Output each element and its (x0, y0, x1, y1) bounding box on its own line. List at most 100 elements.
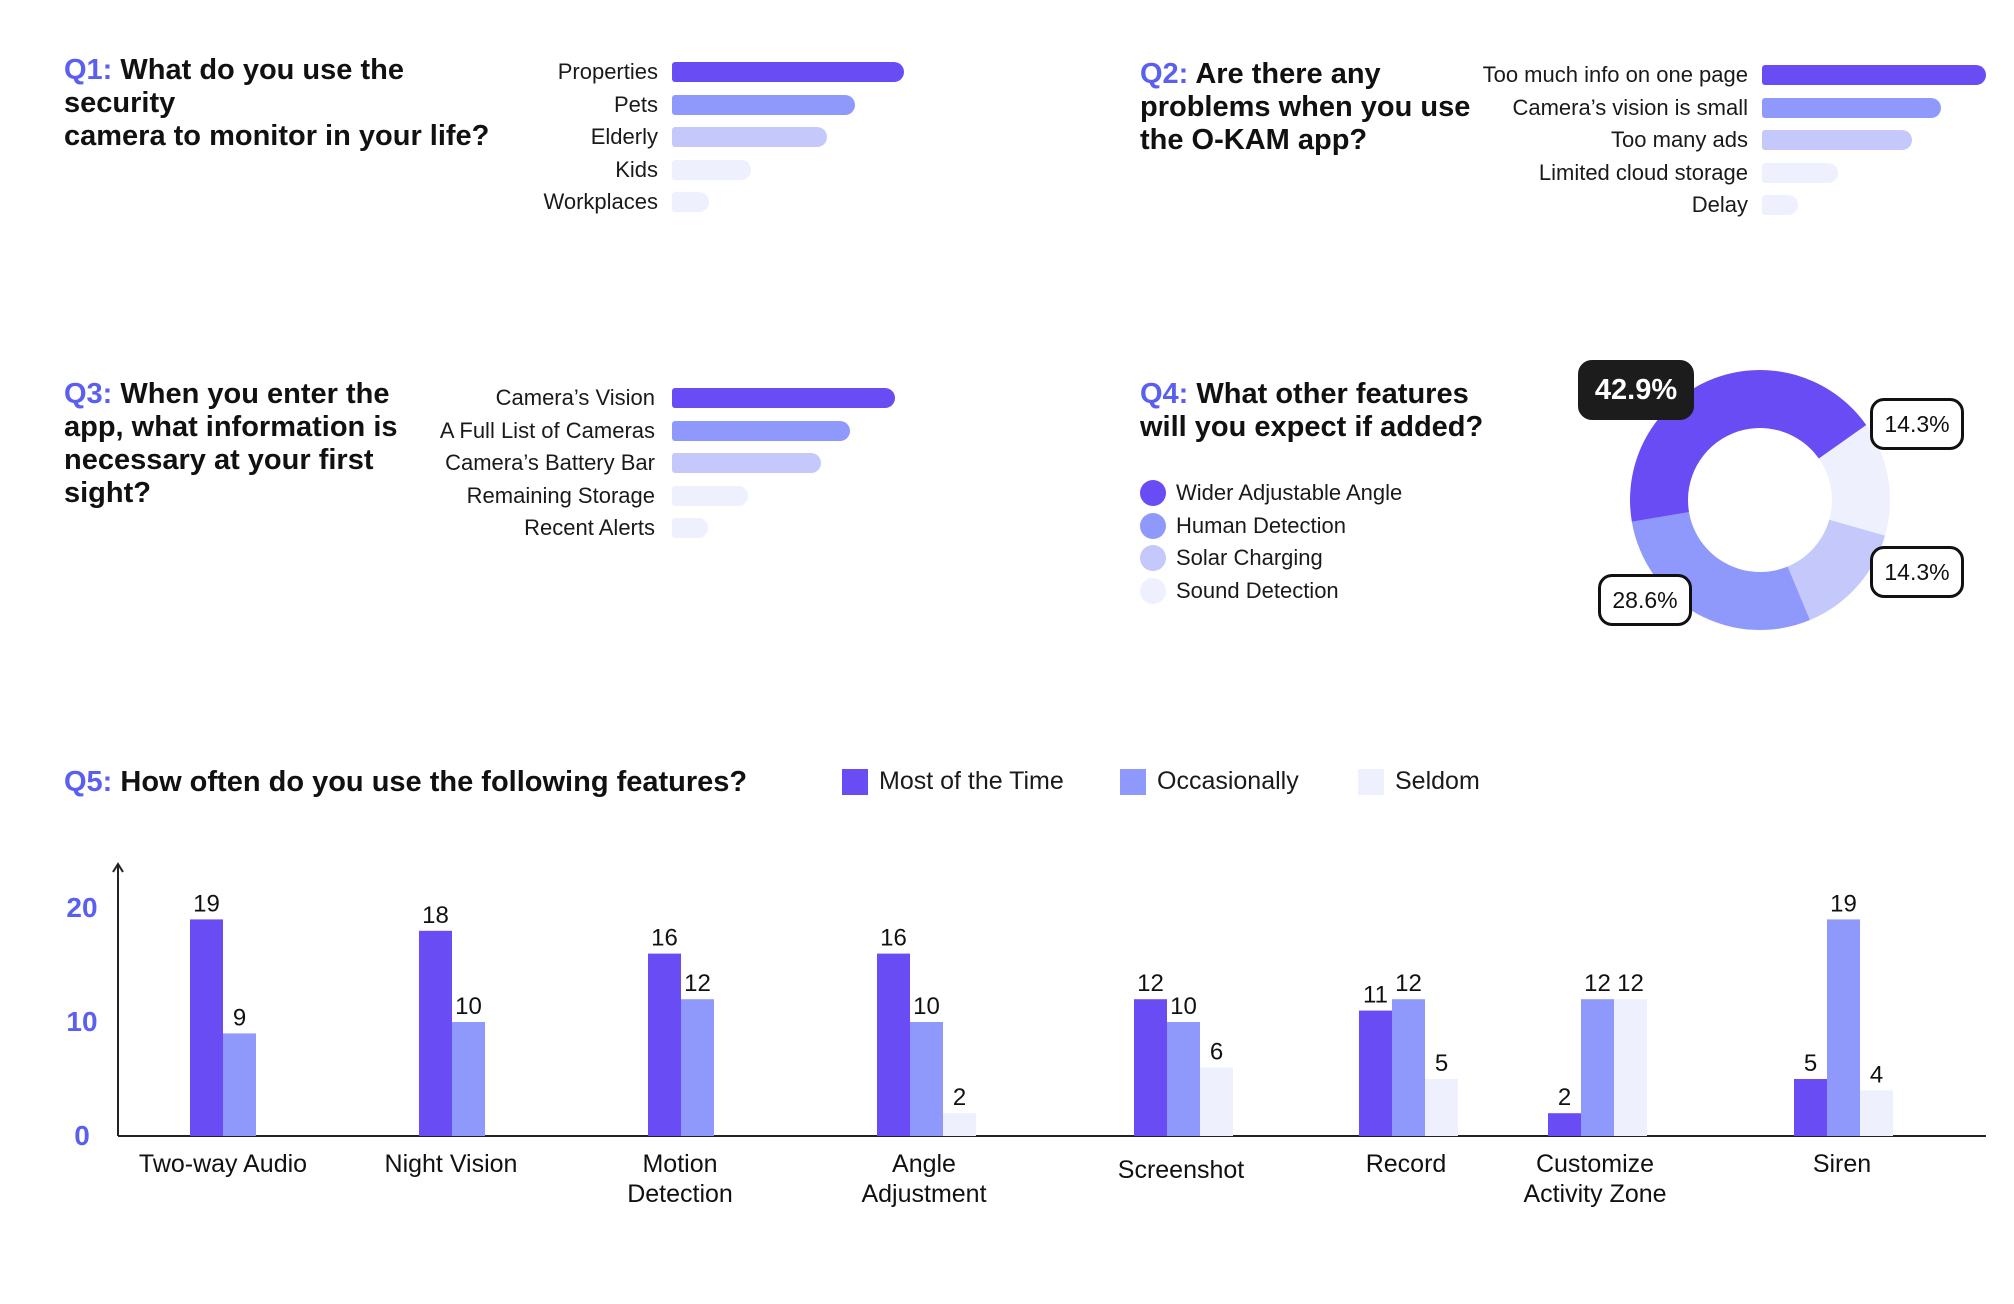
q5-bar-value-label: 16 (651, 925, 678, 952)
q5-legend-swatch (842, 769, 868, 795)
q1-title: Q1: What do you use the security camera … (64, 54, 514, 153)
q3-number: Q3: (64, 378, 113, 410)
q1-bar (672, 62, 904, 82)
q5-title: Q5: How often do you use the following f… (64, 766, 764, 799)
q2-title-line3: the O-KAM app? (1140, 124, 1368, 156)
q1-bar (672, 127, 827, 147)
q3-bar (672, 485, 748, 506)
q5-category-label: Siren (1813, 1150, 1871, 1178)
q3-bar (672, 518, 708, 538)
q5-bar (1359, 1010, 1392, 1136)
q5-category-label: Customize (1536, 1150, 1654, 1178)
q5-bar (1392, 999, 1425, 1136)
q1-title-line2: camera to monitor in your life? (64, 120, 490, 152)
q5-bar (648, 953, 681, 1136)
q5-bar-value-label: 10 (1170, 993, 1197, 1020)
q5-bar (1134, 999, 1167, 1136)
q3-title: Q3: When you enter the app, what informa… (64, 378, 404, 510)
q3-bar (672, 420, 850, 441)
q5-bar (943, 1113, 976, 1136)
q4-legend-label: Human Detection (1176, 512, 1346, 538)
q4-legend-swatch (1140, 577, 1166, 604)
q1-bar (672, 159, 751, 180)
q5-bar-value-label: 11 (1363, 982, 1388, 1009)
q5-bar (1167, 1022, 1200, 1136)
q2-bar-label: Limited cloud storage (1538, 159, 1748, 185)
q5-category-label: Activity Zone (1523, 1180, 1666, 1208)
q2-bar-label: Too many ads (1611, 127, 1748, 152)
q4-legend-label: Wider Adjustable Angle (1176, 480, 1403, 505)
q3-bar-label: Camera’s Battery Bar (445, 450, 655, 475)
q3-bar (672, 453, 821, 473)
q5-category-label: Motion (642, 1150, 717, 1178)
q3-title-line3: necessary at your first (64, 444, 374, 476)
q4-number: Q4: (1140, 378, 1189, 410)
q5-bar (1581, 999, 1614, 1136)
q4-title-line2: will you expect if added? (1140, 411, 1484, 443)
q5-bar (223, 1033, 256, 1136)
q4-legend-swatch (1140, 480, 1166, 506)
q2-bar-label: Camera’s vision is small (1512, 94, 1748, 120)
q4-legend-label: Solar Charging (1176, 545, 1323, 570)
q5-bar-value-label: 10 (913, 993, 940, 1020)
q5-bar-value-label: 12 (1137, 970, 1164, 997)
q5-category-label: Detection (627, 1180, 733, 1208)
q4-percent-badge: 14.3% (1870, 398, 1964, 450)
q2-number: Q2: (1140, 58, 1189, 90)
q5-legend-label: Occasionally (1157, 767, 1299, 795)
q4-donut-slice (1631, 512, 1810, 630)
q5-bar-value-label: 5 (1435, 1050, 1448, 1077)
q2-title: Q2: Are there any problems when you use … (1140, 58, 1480, 157)
q4-title-line1: What other features (1196, 378, 1469, 410)
q5-bar (1548, 1113, 1581, 1136)
q1-bar-label: Properties (557, 59, 658, 84)
q5-bar-value-label: 2 (1558, 1084, 1571, 1111)
q4-legend-label: Sound Detection (1176, 577, 1339, 603)
q4-legend-swatch (1140, 545, 1166, 571)
q5-bar (877, 953, 910, 1136)
q3-title-line2: app, what information is (64, 411, 398, 443)
q4-donut-slice (1818, 424, 1890, 536)
q5-bar (681, 999, 714, 1136)
q2-bar-label: Delay (1691, 192, 1748, 217)
q5-legend-label: Most of the Time (879, 767, 1064, 795)
q5-bar (1425, 1079, 1458, 1136)
q5-bar (419, 930, 452, 1136)
q5-bar (452, 1022, 485, 1136)
q1-bar-label: Workplaces (543, 189, 658, 214)
q5-bar-value-label: 18 (422, 902, 449, 929)
q5-bar (1827, 919, 1860, 1136)
q5-category-label: Night Vision (385, 1150, 518, 1178)
q5-bar-value-label: 19 (1830, 890, 1857, 917)
q5-y-tick-label: 20 (66, 892, 97, 923)
q5-bar-value-label: 19 (193, 890, 220, 917)
q5-bar-value-label: 12 (1395, 970, 1422, 997)
q5-bar-value-label: 12 (684, 970, 711, 997)
q5-legend-swatch (1358, 769, 1384, 795)
q4-percent-badge: 28.6% (1598, 574, 1692, 626)
q5-legend-swatch (1120, 769, 1146, 795)
q1-bar-label: Pets (613, 91, 658, 117)
q3-bar-label: Recent Alerts (524, 515, 655, 540)
q4-percent-badge: 14.3% (1870, 546, 1964, 598)
q5-category-label: Screenshot (1118, 1156, 1245, 1184)
q5-bar-value-label: 16 (880, 925, 907, 952)
q3-bar-label: Remaining Storage (466, 482, 655, 508)
q5-title-text: How often do you use the following featu… (120, 766, 748, 798)
q5-y-axis-arrow (112, 862, 124, 873)
q1-title-line1: What do you use the security (64, 54, 404, 119)
q2-bar (1762, 195, 1798, 215)
q5-bar-value-label: 6 (1210, 1039, 1223, 1066)
q5-bar (1860, 1090, 1893, 1136)
q5-category-label: Two-way Audio (139, 1150, 307, 1178)
q5-category-label: Record (1366, 1150, 1447, 1178)
q3-title-line1: When you enter the (120, 378, 390, 410)
q2-bar (1762, 65, 1986, 85)
q5-bar (190, 919, 223, 1136)
q5-bar-value-label: 9 (233, 1004, 246, 1031)
q2-title-line2: problems when you use (1140, 91, 1471, 123)
q1-bar-label: Elderly (590, 124, 658, 149)
q3-bar-label: Camera’s Vision (495, 385, 655, 410)
q5-category-label: Adjustment (861, 1180, 986, 1208)
